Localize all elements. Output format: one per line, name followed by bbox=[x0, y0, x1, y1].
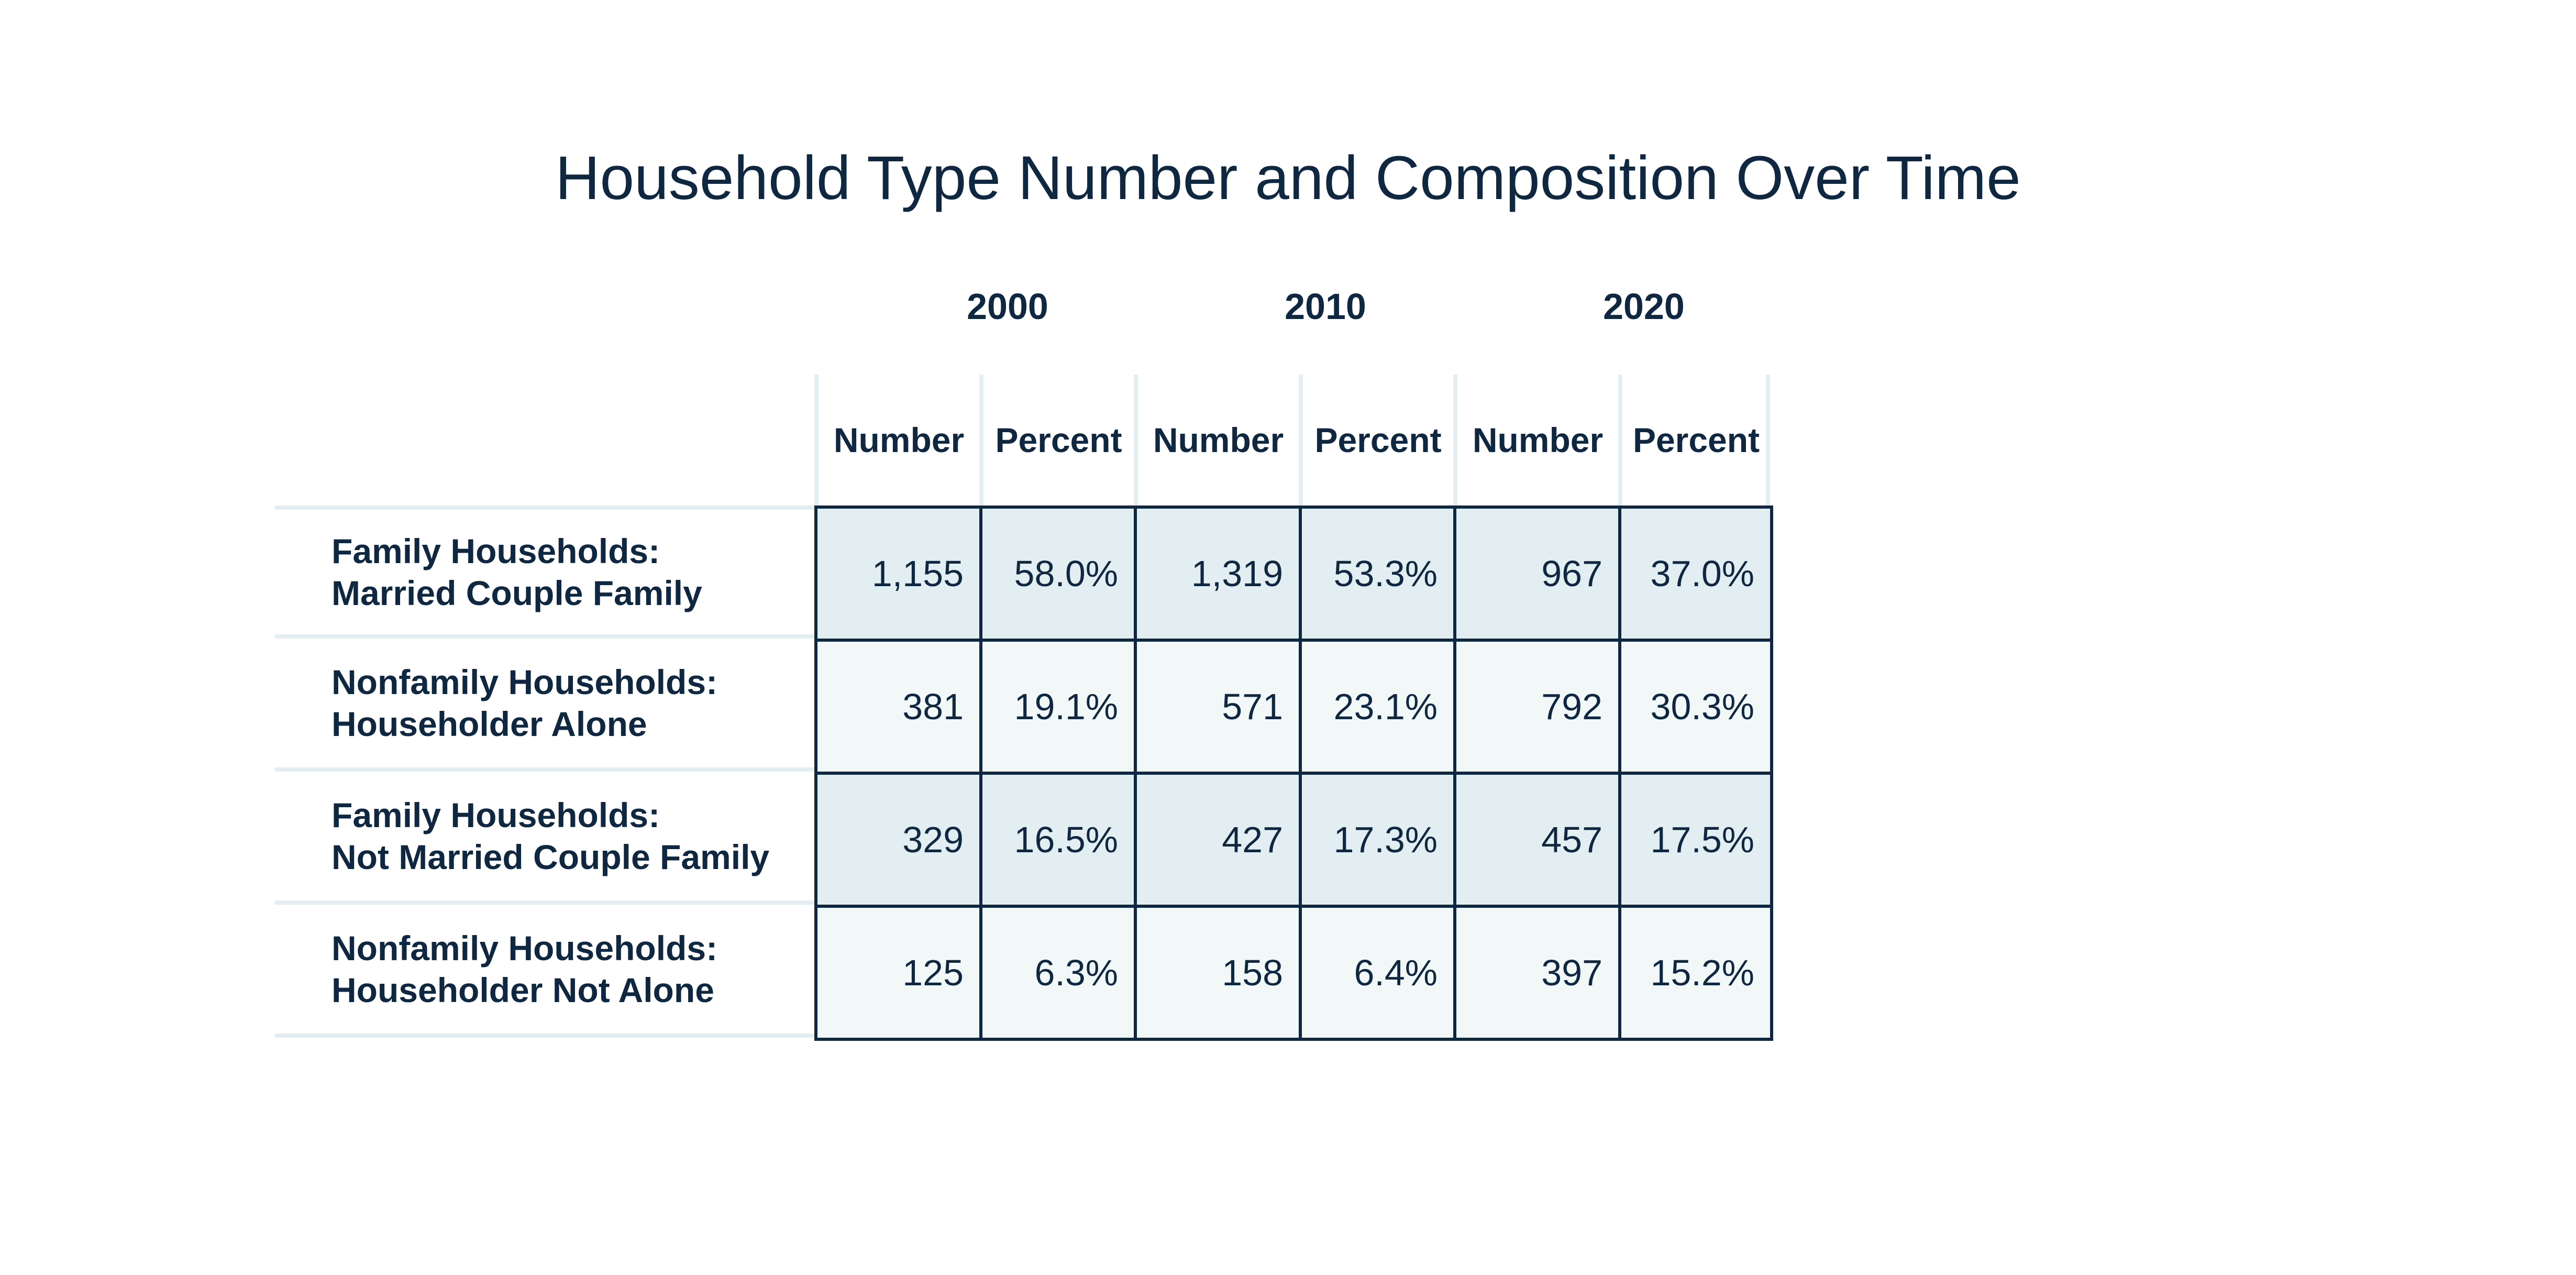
row-label-line1: Nonfamily Households: bbox=[331, 929, 718, 968]
year-label-2010: 2010 bbox=[1285, 286, 1366, 327]
column-header-percent-2000: Percent bbox=[979, 375, 1134, 505]
table-row: 125 6.3% 158 6.4% 397 15.2% bbox=[814, 905, 1773, 1041]
row-label-line1: Family Households: bbox=[331, 796, 660, 834]
table-cell: 967 bbox=[1453, 505, 1621, 642]
table-cell: 53.3% bbox=[1299, 505, 1456, 642]
year-label-2020: 2020 bbox=[1603, 286, 1685, 327]
chart-title: Household Type Number and Composition Ov… bbox=[555, 144, 2021, 213]
table-cell: 37.0% bbox=[1618, 505, 1773, 642]
table-row: 381 19.1% 571 23.1% 792 30.3% bbox=[814, 639, 1773, 775]
row-label-line2: Householder Not Alone bbox=[331, 971, 714, 1009]
table-cell: 381 bbox=[814, 639, 982, 775]
table-cell: 397 bbox=[1453, 905, 1621, 1041]
table-cell: 125 bbox=[814, 905, 982, 1041]
table-cell: 427 bbox=[1134, 772, 1302, 908]
column-header-number-2000: Number bbox=[814, 375, 979, 505]
table-cell: 16.5% bbox=[979, 772, 1137, 908]
table-cell: 329 bbox=[814, 772, 982, 908]
table-cell: 30.3% bbox=[1618, 639, 1773, 775]
column-header-number-2010: Number bbox=[1134, 375, 1299, 505]
row-label-line2: Married Couple Family bbox=[331, 574, 702, 612]
table-cell: 17.3% bbox=[1299, 772, 1456, 908]
table-row: 1,155 58.0% 1,319 53.3% 967 37.0% bbox=[814, 505, 1773, 642]
table-cell: 19.1% bbox=[979, 639, 1137, 775]
row-label-householder-not-alone: Nonfamily Households: Householder Not Al… bbox=[275, 905, 814, 1038]
table-cell: 6.3% bbox=[979, 905, 1137, 1041]
table-cell: 1,155 bbox=[814, 505, 982, 642]
table-row: 329 16.5% 427 17.3% 457 17.5% bbox=[814, 772, 1773, 908]
header-divider bbox=[1766, 375, 1770, 505]
table-cell: 571 bbox=[1134, 639, 1302, 775]
row-label-line1: Nonfamily Households: bbox=[331, 663, 718, 701]
column-header-percent-2010: Percent bbox=[1299, 375, 1453, 505]
row-label-householder-alone: Nonfamily Households: Householder Alone bbox=[275, 639, 814, 772]
row-label-line2: Not Married Couple Family bbox=[331, 838, 770, 876]
row-label-not-married-couple-family: Family Households: Not Married Couple Fa… bbox=[275, 772, 814, 905]
year-label-2000: 2000 bbox=[967, 286, 1048, 327]
table-cell: 6.4% bbox=[1299, 905, 1456, 1041]
row-label-line1: Family Households: bbox=[331, 532, 660, 570]
row-label-married-couple-family: Family Households: Married Couple Family bbox=[275, 505, 814, 639]
table-cell: 792 bbox=[1453, 639, 1621, 775]
table-cell: 158 bbox=[1134, 905, 1302, 1041]
column-header-number-2020: Number bbox=[1453, 375, 1618, 505]
data-table: 1,155 58.0% 1,319 53.3% 967 37.0% 381 19… bbox=[814, 505, 1773, 1041]
table-cell: 17.5% bbox=[1618, 772, 1773, 908]
table-cell: 1,319 bbox=[1134, 505, 1302, 642]
table-cell: 15.2% bbox=[1618, 905, 1773, 1041]
row-label-line2: Householder Alone bbox=[331, 705, 647, 743]
table-cell: 23.1% bbox=[1299, 639, 1456, 775]
table-cell: 457 bbox=[1453, 772, 1621, 908]
table-cell: 58.0% bbox=[979, 505, 1137, 642]
column-header-percent-2020: Percent bbox=[1618, 375, 1770, 505]
